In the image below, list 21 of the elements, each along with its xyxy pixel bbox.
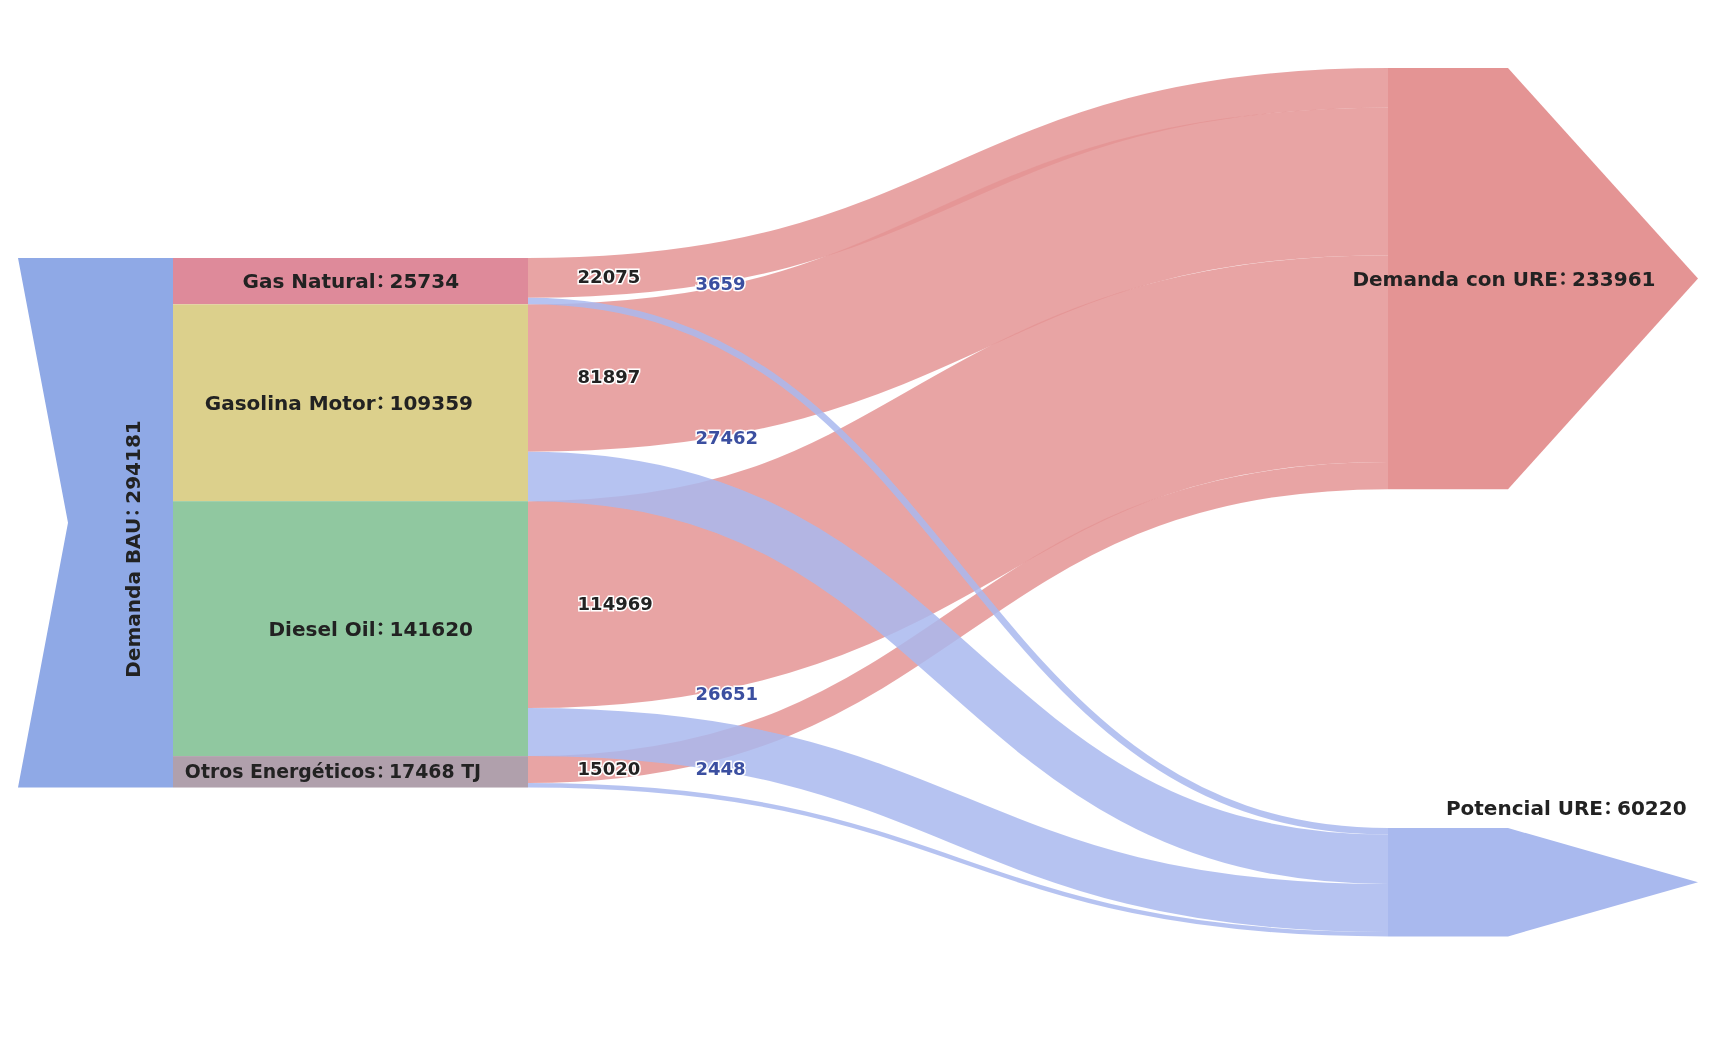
data-label: 22075 [577, 266, 641, 288]
data-label: 26651 [695, 683, 758, 705]
data-label: 233961 [1572, 266, 1656, 291]
data-label: 15020 [577, 757, 641, 779]
data-label: 114969 [577, 592, 653, 614]
data-label: 141620 [389, 616, 473, 641]
data-label: 109359 [389, 390, 473, 415]
category-label: Otros Energéticos [184, 760, 376, 783]
data-label: 27462 [695, 427, 758, 449]
category-label: Diesel Oil [268, 616, 376, 641]
category-label: Potencial URE [1445, 796, 1603, 820]
data-label: 3659 [695, 273, 746, 295]
category-label: Demanda BAU [120, 517, 145, 678]
category-label: Gasolina Motor [204, 390, 376, 415]
data-label: 25734 [389, 269, 460, 294]
data-label: 60220 [1617, 796, 1687, 820]
category-label: Gas Natural [242, 269, 376, 294]
category-label: Demanda con URE [1352, 266, 1558, 291]
data-label: 81897 [577, 366, 641, 388]
data-label: 17468 TJ [388, 760, 482, 783]
data-label: 294181 [120, 420, 145, 504]
